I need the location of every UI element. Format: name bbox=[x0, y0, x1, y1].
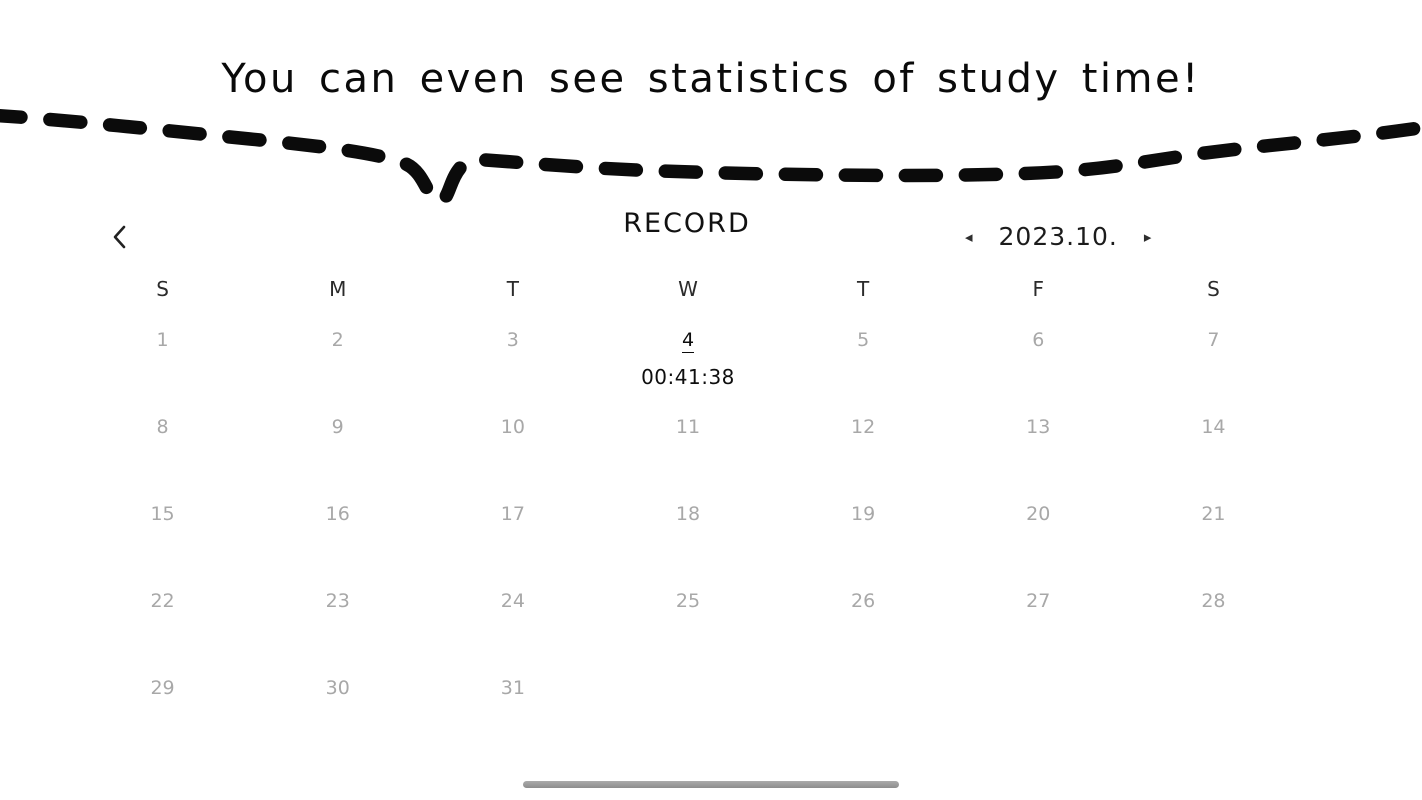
next-month-icon[interactable]: ▸ bbox=[1143, 228, 1152, 246]
calendar-grid: S M T W T F S 1 2 3 4 00:41:38 5 6 7 8 9 10 11 12 13 14 15 16 17… bbox=[75, 270, 1301, 755]
day-of-week-header: S bbox=[156, 277, 169, 301]
day-number: 25 bbox=[675, 590, 701, 612]
record-title: RECORD bbox=[623, 208, 751, 239]
calendar-day-cell[interactable]: 17 bbox=[425, 494, 600, 581]
calendar-day-cell[interactable]: 27 bbox=[951, 581, 1126, 668]
calendar-day-cell[interactable]: 30 bbox=[250, 668, 425, 755]
calendar-day-cell[interactable]: 10 bbox=[425, 407, 600, 494]
day-of-week-header: T bbox=[857, 277, 870, 301]
day-number: 7 bbox=[1207, 329, 1220, 351]
day-number: 4 bbox=[681, 329, 695, 353]
day-of-week-header: W bbox=[678, 277, 698, 301]
calendar-day-cell[interactable]: 6 bbox=[951, 320, 1126, 407]
calendar-day-cell[interactable]: 25 bbox=[600, 581, 775, 668]
day-number: 6 bbox=[1032, 329, 1045, 351]
calendar-day-cell[interactable]: 15 bbox=[75, 494, 250, 581]
calendar-day-cell[interactable]: 21 bbox=[1126, 494, 1301, 581]
day-number: 28 bbox=[1201, 590, 1226, 612]
day-number: 12 bbox=[851, 416, 876, 438]
day-number: 3 bbox=[506, 329, 519, 351]
calendar-day-cell[interactable]: 11 bbox=[600, 407, 775, 494]
day-number: 31 bbox=[500, 677, 525, 699]
day-number: 5 bbox=[857, 329, 870, 351]
day-number: 30 bbox=[325, 677, 350, 699]
calendar-day-cell[interactable]: 28 bbox=[1126, 581, 1301, 668]
day-number: 21 bbox=[1201, 503, 1226, 525]
dashed-squiggle-divider bbox=[0, 108, 1422, 208]
day-number: 20 bbox=[1026, 503, 1051, 525]
day-number: 10 bbox=[500, 416, 525, 438]
day-number: 19 bbox=[851, 503, 876, 525]
day-number: 17 bbox=[500, 503, 525, 525]
month-navigation: ◂ 2023.10. ▸ bbox=[965, 222, 1151, 252]
day-of-week-header: M bbox=[329, 277, 347, 301]
day-number: 22 bbox=[150, 590, 175, 612]
calendar-day-cell[interactable]: 1 bbox=[75, 320, 250, 407]
calendar-day-cell[interactable]: 13 bbox=[951, 407, 1126, 494]
calendar-empty-cell bbox=[776, 668, 951, 755]
calendar-day-cell[interactable]: 26 bbox=[776, 581, 951, 668]
day-of-week-header: T bbox=[506, 277, 519, 301]
day-number: 29 bbox=[150, 677, 175, 699]
day-number: 1 bbox=[156, 329, 169, 351]
calendar-empty-cell bbox=[951, 668, 1126, 755]
day-number: 15 bbox=[150, 503, 175, 525]
day-number: 26 bbox=[851, 590, 876, 612]
day-number: 23 bbox=[325, 590, 350, 612]
day-number: 18 bbox=[675, 503, 701, 525]
study-time-label: 00:41:38 bbox=[641, 365, 735, 389]
home-indicator-bar[interactable] bbox=[523, 781, 899, 788]
day-of-week-header: S bbox=[1207, 277, 1220, 301]
calendar-day-cell[interactable]: 24 bbox=[425, 581, 600, 668]
calendar-day-cell[interactable]: 29 bbox=[75, 668, 250, 755]
calendar-day-cell[interactable]: 14 bbox=[1126, 407, 1301, 494]
calendar-empty-cell bbox=[600, 668, 775, 755]
day-number: 24 bbox=[500, 590, 525, 612]
calendar-day-cell[interactable]: 20 bbox=[951, 494, 1126, 581]
day-number: 11 bbox=[675, 416, 701, 438]
day-number: 14 bbox=[1201, 416, 1226, 438]
calendar-day-cell[interactable]: 3 bbox=[425, 320, 600, 407]
day-number: 27 bbox=[1026, 590, 1051, 612]
calendar-empty-cell bbox=[1126, 668, 1301, 755]
day-number: 2 bbox=[331, 329, 344, 351]
calendar-day-cell[interactable]: 31 bbox=[425, 668, 600, 755]
calendar-day-cell[interactable]: 22 bbox=[75, 581, 250, 668]
month-label: 2023.10. bbox=[998, 222, 1118, 251]
back-chevron-icon bbox=[113, 225, 126, 249]
calendar-day-cell[interactable]: 7 bbox=[1126, 320, 1301, 407]
calendar-day-cell[interactable]: 16 bbox=[250, 494, 425, 581]
calendar-day-cell[interactable]: 8 bbox=[75, 407, 250, 494]
calendar-day-cell[interactable]: 2 bbox=[250, 320, 425, 407]
prev-month-icon[interactable]: ◂ bbox=[965, 228, 973, 246]
calendar-day-cell[interactable]: 4 00:41:38 bbox=[600, 320, 775, 407]
day-number: 13 bbox=[1026, 416, 1051, 438]
day-of-week-header: F bbox=[1032, 277, 1045, 301]
calendar-day-cell[interactable]: 23 bbox=[250, 581, 425, 668]
calendar-day-cell[interactable]: 9 bbox=[250, 407, 425, 494]
calendar-day-cell[interactable]: 18 bbox=[600, 494, 775, 581]
day-number: 8 bbox=[156, 416, 169, 438]
calendar-day-cell[interactable]: 5 bbox=[776, 320, 951, 407]
calendar-day-cell[interactable]: 19 bbox=[776, 494, 951, 581]
calendar-day-cell[interactable]: 12 bbox=[776, 407, 951, 494]
back-button[interactable] bbox=[104, 222, 134, 252]
day-number: 16 bbox=[325, 503, 350, 525]
page-caption: You can even see statistics of study tim… bbox=[221, 56, 1201, 102]
day-number: 9 bbox=[331, 416, 344, 438]
